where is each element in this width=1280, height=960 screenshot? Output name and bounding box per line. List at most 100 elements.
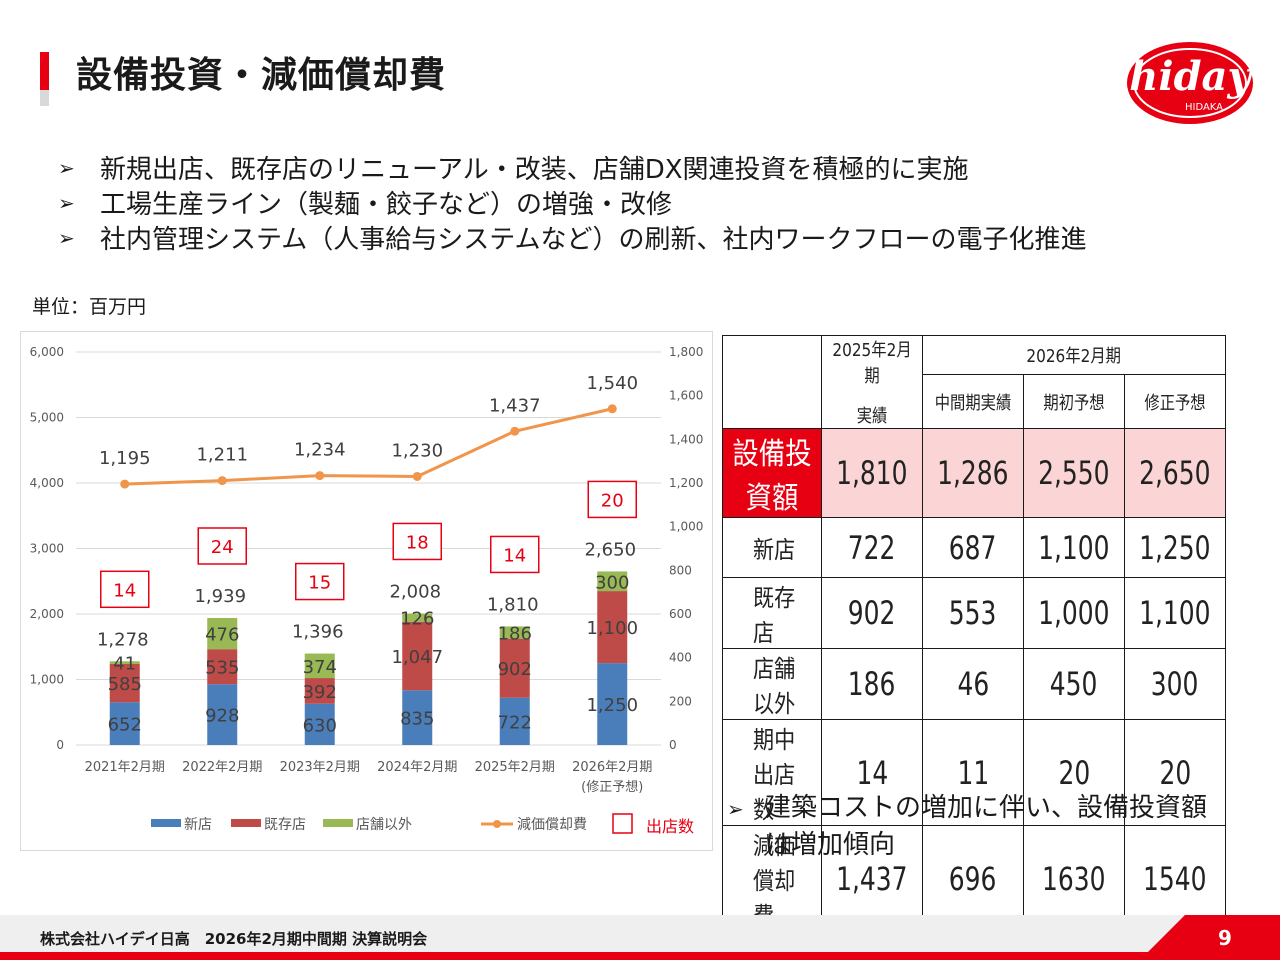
table-cell: 553 [922,577,1024,649]
store-openings-box [392,522,442,561]
bar-segment [109,702,140,745]
legend-label: 出店数 [646,817,694,836]
x-category-label: 2025年2月期 [475,760,555,775]
segment-data-label: 186 [498,624,532,645]
depreciation-point [120,479,130,489]
table-header-fy2026: 2026年2月期 [922,334,1226,376]
row-label: 設備投資額 [722,428,822,518]
unit-label: 単位：百万円 [32,296,147,318]
y-left-tick-label: 5,000 [30,411,64,425]
bar-segment [207,684,238,745]
y-right-tick-label: 200 [669,694,692,708]
note-line1: 建築コストの増加に伴い、設備投資額 [765,793,1208,823]
hidaka-logo: hiday HIDAKA [1127,42,1253,124]
y-left-tick-label: 3,000 [30,542,64,556]
segment-data-label: 535 [205,658,239,679]
store-openings-box [490,535,540,574]
bar-segment [402,613,433,622]
table-row: 新店 722 687 1,100 1,250 [722,517,1226,578]
y-right-tick-label: 1,200 [669,476,703,490]
y-left-tick-label: 0 [56,738,64,752]
header-fy2025-line2: 実績 [856,406,888,427]
depreciation-line [124,407,613,486]
page-number-badge [1140,915,1280,960]
title-accent-bar [40,52,49,90]
bar-segment [304,703,335,745]
table-cell: 14 [821,719,923,826]
header-fy2025-line1: 2025年2月期 [832,340,912,387]
segment-data-label: 1,100 [586,618,638,639]
y-right-tick-label: 600 [669,607,692,621]
bar-segment [597,663,628,745]
y-left-tick-label: 4,000 [30,476,64,490]
table-cell: 1,810 [821,428,923,518]
depreciation-data-label: 1,195 [99,448,151,469]
depreciation-data-label: 1,437 [489,395,541,416]
footer-company: 株式会社ハイデイ日高 2026年2月期中間期 決算説明会 [40,930,428,948]
segment-data-label: 722 [498,712,532,733]
table-corner [722,335,822,429]
table-cell: 2,550 [1023,428,1125,518]
total-data-label: 1,939 [194,586,246,607]
legend-label: 既存店 [264,817,306,833]
store-openings-label: 20 [601,490,624,511]
table-cell: 687 [922,517,1024,578]
footer-red-line [0,952,1280,960]
depreciation-point [510,426,520,436]
row-label: 新店 [722,517,822,578]
store-openings-label: 14 [113,580,136,601]
x-category-label: 2022年2月期 [182,760,262,775]
note-line2: は増加傾向 [765,830,896,860]
depreciation-data-label: 1,540 [586,373,638,394]
x-category-sublabel: (修正予想) [581,779,643,795]
depreciation-point [412,471,422,481]
depreciation-data-label: 1,234 [294,440,346,461]
logo-subtext: HIDAKA [1185,102,1223,113]
bar-segment [499,697,530,745]
row-label: 店舗以外 [722,648,822,720]
table-cell: 1,100 [1023,517,1125,578]
segment-data-label: 835 [400,709,434,730]
store-openings-box [100,570,150,609]
bar-segment [207,617,238,650]
table-row: 設備投資額 1,810 1,286 2,550 2,650 [722,428,1226,518]
note: ➢ 建築コストの増加に伴い、設備投資額 は増加傾向 [727,790,1267,863]
table-cell: 20 [1124,719,1226,826]
footer-band [0,915,1280,952]
store-openings-box [587,480,637,519]
bar-segment [597,571,628,592]
row-label: 期中出店数 [722,719,822,826]
legend-label: 新店 [184,817,212,833]
title-accent-shadow [40,90,49,106]
bar-segment [304,653,335,679]
legend-swatch [323,819,353,827]
bar-segment [402,690,433,745]
legend-swatch [151,819,181,827]
store-openings-box [197,527,247,565]
bullet-text: 新規出店、既存店のリニューアル・改装、店舗DX関連投資を積極的に実施 [100,155,969,185]
bar-segment [597,591,628,664]
table-header-initial-forecast: 期初予想 [1023,374,1125,429]
bullet-arrow-icon: ➢ [58,155,75,180]
depreciation-data-label: 1,230 [391,440,443,461]
bar-segment [304,678,335,704]
segment-data-label: 41 [113,654,136,675]
y-right-tick-label: 1,600 [669,389,703,403]
store-openings-box [295,562,345,601]
total-data-label: 2,008 [389,581,441,602]
table-cell: 186 [821,648,923,720]
y-left-tick-label: 1,000 [30,673,64,687]
segment-data-label: 630 [303,715,337,736]
logo-wordmark: hiday [1129,53,1253,100]
depreciation-point [217,476,227,486]
legend-box-swatch [612,813,633,834]
table-cell: 1630 [1023,825,1125,932]
total-data-label: 2,650 [584,539,636,560]
bullet-text: 工場生産ライン（製麺・餃子など）の増強・改修 [100,190,673,220]
note-arrow-icon: ➢ [727,797,744,821]
table-row: 店舗以外 186 46 450 300 [722,648,1226,720]
table-cell: 902 [821,577,923,649]
table-cell: 300 [1124,648,1226,720]
legend-label: 店舗以外 [356,817,412,833]
bar-segment [109,661,140,664]
